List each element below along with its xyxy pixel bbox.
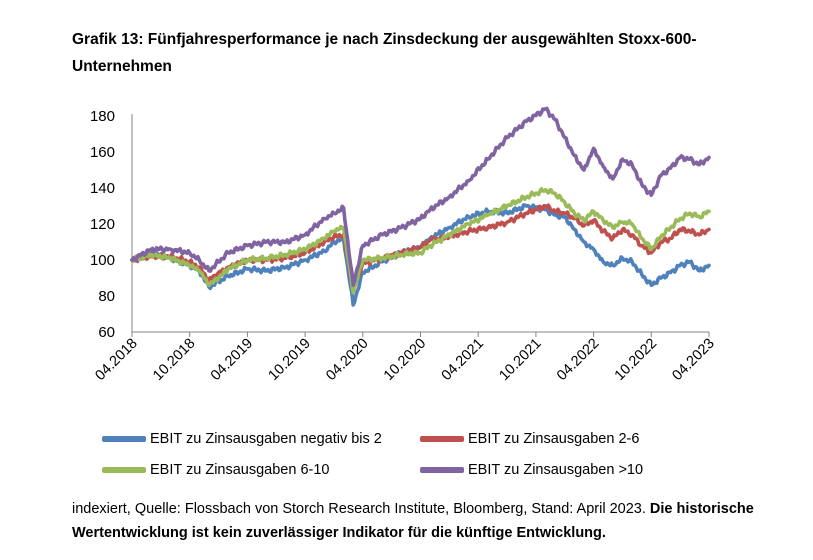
y-tick-label: 100 [90, 252, 115, 269]
x-tick-label: 10.2021 [496, 336, 544, 384]
disclaimer: Die historische Wertentwicklung ist kein… [72, 501, 754, 541]
x-axis: 04.2018 10.2018 04.2019 10.2019 04.2020 10.20… [92, 331, 718, 384]
y-tick-label: 60 [98, 324, 115, 341]
y-axis: 60 80 100 120 140 160 180 [90, 108, 133, 341]
y-tick-label: 180 [90, 108, 115, 125]
series-line-4 [130, 106, 711, 287]
legend-item-negativ-bis-2: EBIT zu Zinsausgaben negativ bis 2 [102, 427, 382, 451]
y-tick-label: 80 [98, 288, 115, 305]
chart-title: Grafik 13: Fünfjahresperformance je nach… [72, 31, 697, 75]
x-tick-label: 10.2022 [612, 336, 660, 384]
series-layer [130, 106, 711, 307]
x-tick-label: 04.2022 [554, 336, 602, 384]
y-tick-label: 120 [90, 216, 115, 233]
x-tick-label: 04.2020 [323, 336, 371, 384]
series-line-3 [130, 187, 711, 295]
legend-item-gt-10: EBIT zu Zinsausgaben >10 [420, 458, 643, 482]
y-tick-label: 160 [90, 144, 115, 161]
x-tick-label: 04.2018 [92, 336, 140, 384]
legend-label: EBIT zu Zinsausgaben >10 [468, 462, 644, 478]
line-chart: 60 80 100 120 140 160 180 04.2018 10.2018 04.201… [90, 106, 718, 384]
x-tick-label: 10.2019 [266, 336, 314, 384]
x-tick-label: 04.2021 [439, 336, 487, 384]
legend-item-2-6: EBIT zu Zinsausgaben 2-6 [420, 427, 639, 451]
x-tick-label: 10.2018 [150, 336, 198, 384]
legend-item-6-10: EBIT zu Zinsausgaben 6-10 [102, 458, 329, 482]
legend-label: EBIT zu Zinsausgaben 6-10 [150, 462, 330, 478]
legend-swatch [102, 467, 146, 473]
legend-swatch [420, 436, 464, 442]
legend-swatch [102, 436, 146, 442]
legend-label: EBIT zu Zinsausgaben negativ bis 2 [150, 431, 382, 447]
y-tick-label: 140 [90, 180, 115, 197]
x-tick-label: 04.2023 [669, 336, 717, 384]
x-tick-label: 10.2020 [381, 336, 429, 384]
x-tick-label: 04.2019 [208, 336, 256, 384]
footer-note: indexiert, Quelle: Flossbach von Storch … [72, 497, 772, 545]
legend-label: EBIT zu Zinsausgaben 2-6 [468, 431, 640, 447]
legend-swatch [420, 467, 464, 473]
source-note: indexiert, Quelle: Flossbach von Storch … [72, 501, 646, 517]
